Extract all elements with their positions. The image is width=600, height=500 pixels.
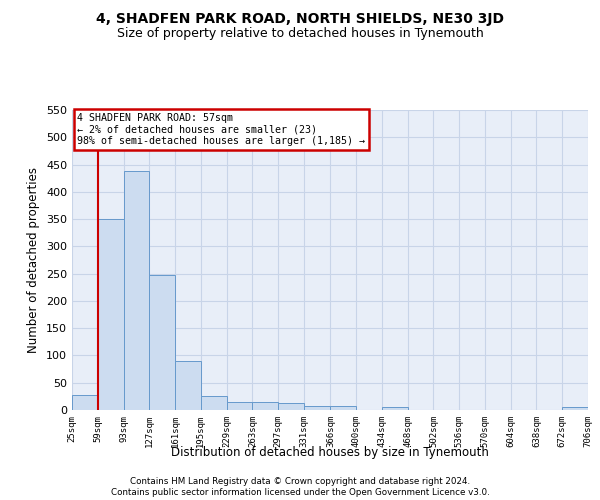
Bar	[175, 361, 201, 410]
Bar	[382, 408, 407, 410]
Bar	[562, 408, 588, 410]
Text: Distribution of detached houses by size in Tynemouth: Distribution of detached houses by size …	[171, 446, 489, 459]
Bar	[304, 406, 331, 410]
Bar	[227, 402, 253, 410]
Bar	[124, 171, 149, 410]
Text: Contains HM Land Registry data © Crown copyright and database right 2024.: Contains HM Land Registry data © Crown c…	[130, 476, 470, 486]
Bar	[331, 406, 356, 410]
Bar	[253, 402, 278, 410]
Bar	[278, 404, 304, 410]
Text: 4, SHADFEN PARK ROAD, NORTH SHIELDS, NE30 3JD: 4, SHADFEN PARK ROAD, NORTH SHIELDS, NE3…	[96, 12, 504, 26]
Text: 4 SHADFEN PARK ROAD: 57sqm
← 2% of detached houses are smaller (23)
98% of semi-: 4 SHADFEN PARK ROAD: 57sqm ← 2% of detac…	[77, 113, 365, 146]
Y-axis label: Number of detached properties: Number of detached properties	[28, 167, 40, 353]
Bar	[201, 396, 227, 410]
Bar	[72, 396, 98, 410]
Bar	[98, 219, 124, 410]
Text: Size of property relative to detached houses in Tynemouth: Size of property relative to detached ho…	[116, 28, 484, 40]
Text: Contains public sector information licensed under the Open Government Licence v3: Contains public sector information licen…	[110, 488, 490, 497]
Bar	[149, 274, 175, 410]
